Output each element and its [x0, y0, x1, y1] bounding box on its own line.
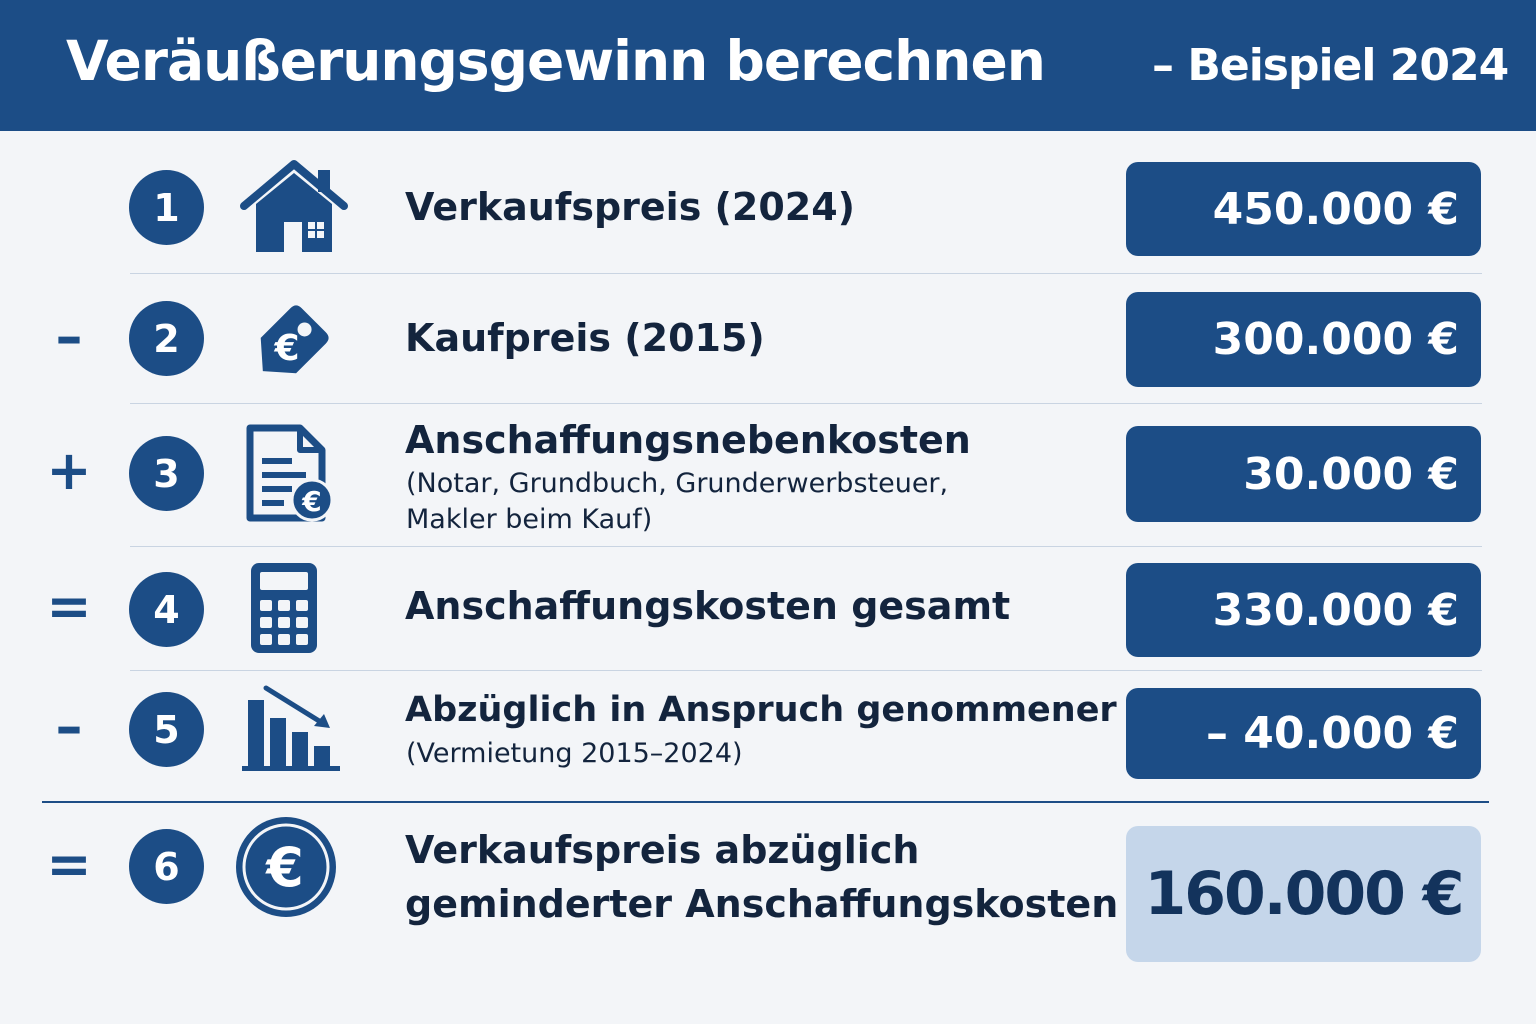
row-divider [130, 273, 1482, 274]
svg-text:€: € [264, 836, 304, 899]
step-badge-1: 1 [129, 170, 204, 245]
step-badge-3: 3 [129, 436, 204, 511]
row-sublabel-3b: Makler beim Kauf) [406, 504, 653, 535]
row-value-4: 330.000 € [1126, 563, 1481, 657]
operator-minus: – [55, 305, 83, 368]
step-badge-4: 4 [129, 572, 204, 647]
row-divider [130, 403, 1482, 404]
row-value-3: 30.000 € [1126, 426, 1481, 522]
page-subtitle: – Beispiel 2024 [1152, 40, 1509, 91]
euro-price-tag-icon: € [260, 305, 329, 374]
row-label-2: Kaufpreis (2015) [405, 316, 765, 360]
calculator-icon [251, 563, 317, 653]
result-value: 160.000 € [1126, 826, 1481, 962]
step-badge-6: 6 [129, 829, 204, 904]
row-divider [130, 670, 1482, 671]
operator-equals: = [46, 575, 92, 638]
header-banner: Veräußerungsgewinn berechnen – Beispiel … [0, 0, 1536, 131]
declining-bar-chart-icon [242, 685, 340, 771]
row-sublabel-3: (Notar, Grundbuch, Grunderwerbsteuer, [406, 468, 949, 499]
euro-coin-icon: € [236, 817, 336, 917]
row-value-2: 300.000 € [1126, 292, 1481, 387]
svg-text:€: € [273, 328, 299, 369]
row-label-5: Abzüglich in Anspruch genommener AfA [405, 690, 1199, 730]
operator-equals: = [46, 833, 92, 896]
row-label-3: Anschaffungsnebenkosten [405, 418, 971, 462]
operator-plus: + [46, 439, 92, 502]
row-label-6: Verkaufspreis abzüglich [405, 828, 920, 872]
operator-minus: – [55, 695, 83, 758]
house-icon [240, 160, 348, 252]
row-value-1: 450.000 € [1126, 162, 1481, 256]
svg-text:€: € [301, 485, 321, 518]
row-value-5: – 40.000 € [1126, 688, 1481, 779]
step-badge-2: 2 [129, 301, 204, 376]
row-label-6b: geminderter Anschaffungskosten [405, 882, 1119, 926]
result-divider [42, 801, 1489, 803]
row-sublabel-5: (Vermietung 2015–2024) [406, 738, 743, 769]
row-divider [130, 546, 1482, 547]
row-label-4: Anschaffungskosten gesamt [405, 584, 1011, 628]
step-badge-5: 5 [129, 692, 204, 767]
page-title: Veräußerungsgewinn berechnen [66, 29, 1046, 93]
euro-document-icon: € [246, 424, 334, 522]
row-label-1: Verkaufspreis (2024) [405, 185, 856, 229]
